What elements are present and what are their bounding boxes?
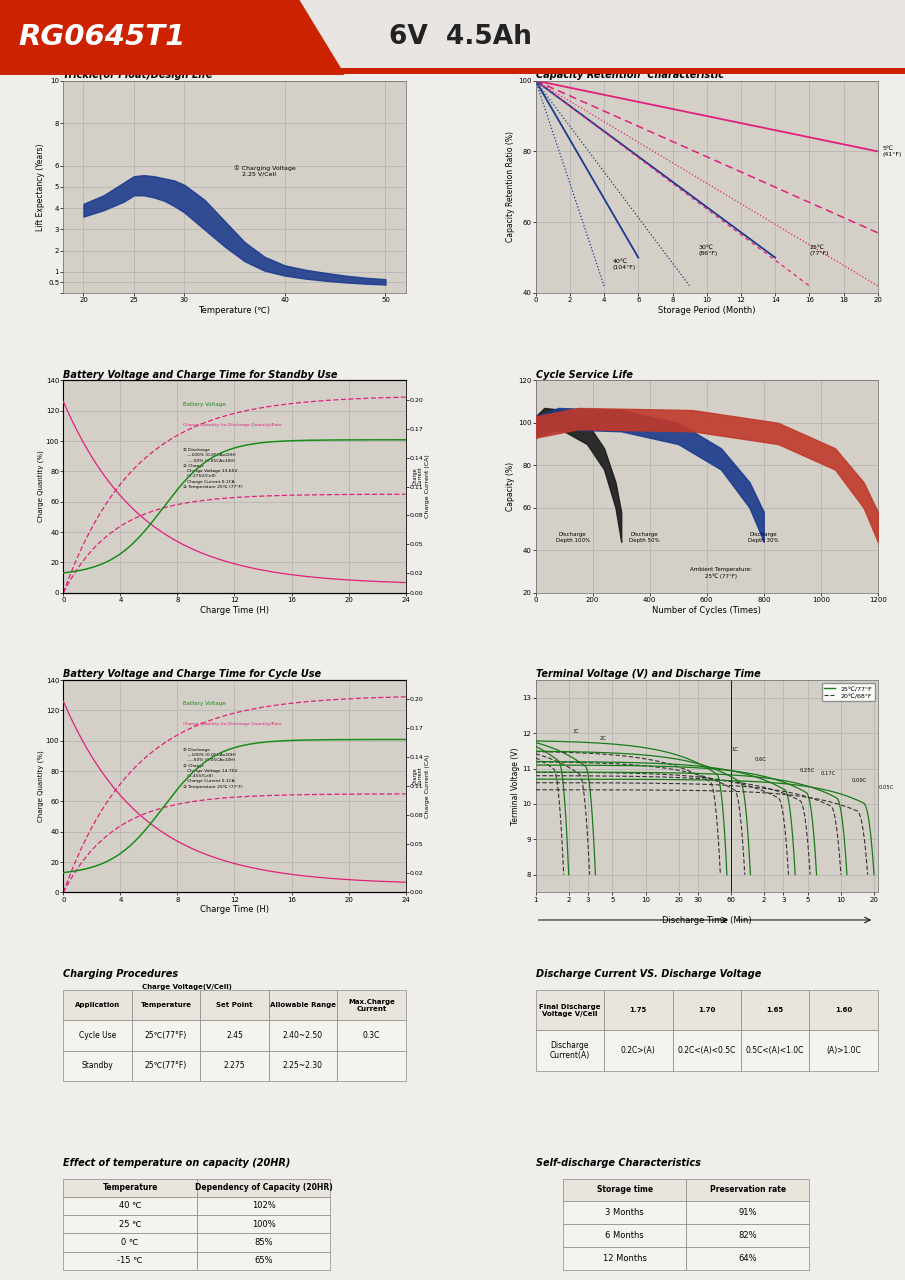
Y-axis label: Charge Quantity (%): Charge Quantity (%) <box>38 451 44 522</box>
Text: Battery Voltage: Battery Voltage <box>183 701 226 707</box>
Text: 0.25C: 0.25C <box>800 768 814 773</box>
X-axis label: Temperature (℃): Temperature (℃) <box>198 306 271 315</box>
Legend: 25℃/77°F, 20℃/68°F: 25℃/77°F, 20℃/68°F <box>822 684 875 700</box>
Text: ① Charging Voltage
    2.25 V/Cell: ① Charging Voltage 2.25 V/Cell <box>234 165 296 177</box>
Text: Discharge
Depth 50%: Discharge Depth 50% <box>629 532 660 543</box>
X-axis label: Charge Time (H): Charge Time (H) <box>200 905 269 914</box>
Text: Trickle(or Float)Design Life: Trickle(or Float)Design Life <box>63 70 213 79</box>
Y-axis label: Lift Expectancy (Years): Lift Expectancy (Years) <box>36 143 45 230</box>
Text: Charge Quantity (to-Discharge Quantity)Rate: Charge Quantity (to-Discharge Quantity)R… <box>183 422 281 426</box>
Text: Self-discharge Characteristics: Self-discharge Characteristics <box>536 1157 700 1167</box>
Text: Battery Voltage and Charge Time for Cycle Use: Battery Voltage and Charge Time for Cycl… <box>63 669 321 680</box>
Y-axis label: Capacity (%): Capacity (%) <box>506 462 515 511</box>
Text: 30℃
(86°F): 30℃ (86°F) <box>698 246 718 256</box>
Text: Discharge
Depth 30%: Discharge Depth 30% <box>748 532 779 543</box>
Text: Cycle Service Life: Cycle Service Life <box>536 370 633 380</box>
Text: Charge
Current: Charge Current <box>413 467 424 485</box>
Text: 0.05C: 0.05C <box>879 786 894 791</box>
Text: 0.17C: 0.17C <box>821 772 836 776</box>
X-axis label: Charge Time (H): Charge Time (H) <box>200 605 269 614</box>
Text: Discharge Current VS. Discharge Voltage: Discharge Current VS. Discharge Voltage <box>536 969 761 979</box>
Text: 6V  4.5Ah: 6V 4.5Ah <box>389 24 532 50</box>
Text: Charging Procedures: Charging Procedures <box>63 969 178 979</box>
Y-axis label: Charge Quantity (%): Charge Quantity (%) <box>38 750 44 822</box>
Text: 0.6C: 0.6C <box>755 758 767 762</box>
Text: Discharge
Depth 100%: Discharge Depth 100% <box>556 532 590 543</box>
Y-axis label: Terminal Voltage (V): Terminal Voltage (V) <box>510 748 519 824</box>
Y-axis label: Charge Current (CA): Charge Current (CA) <box>424 454 430 518</box>
Text: 40℃
(104°F): 40℃ (104°F) <box>613 260 636 270</box>
Text: 0.09C: 0.09C <box>852 778 867 783</box>
Text: Terminal Voltage (V) and Discharge Time: Terminal Voltage (V) and Discharge Time <box>536 669 760 680</box>
X-axis label: Number of Cycles (Times): Number of Cycles (Times) <box>653 605 761 614</box>
Text: Charge Voltage(V/Cell): Charge Voltage(V/Cell) <box>141 984 232 989</box>
Y-axis label: Charge Current (CA): Charge Current (CA) <box>424 754 430 818</box>
Text: Ambient Temperature:
25℃ (77°F): Ambient Temperature: 25℃ (77°F) <box>690 567 752 579</box>
Text: 2C: 2C <box>600 736 607 741</box>
Y-axis label: Capacity Retention Ratio (%): Capacity Retention Ratio (%) <box>506 132 515 242</box>
Text: Charge Quantity (to-Discharge Quantity)Rate: Charge Quantity (to-Discharge Quantity)R… <box>183 722 281 727</box>
Text: ① Discharge
   —100% (0.05CAx20H)
   ----50% (0.05CAx10H)
② Charge
   Charge Vol: ① Discharge —100% (0.05CAx20H) ----50% (… <box>183 448 243 489</box>
Text: Capacity Retention  Characteristic: Capacity Retention Characteristic <box>536 70 724 79</box>
Text: Effect of temperature on capacity (20HR): Effect of temperature on capacity (20HR) <box>63 1157 291 1167</box>
Text: 25℃
(77°F): 25℃ (77°F) <box>809 246 829 256</box>
Text: ① Discharge
   —100% (0.05CAx20H)
   ----50% (0.05CAx10H)
② Charge
   Charge Vol: ① Discharge —100% (0.05CAx20H) ----50% (… <box>183 748 243 788</box>
Text: 5℃
(41°F): 5℃ (41°F) <box>883 146 902 157</box>
Text: 1C: 1C <box>731 746 738 751</box>
Text: Charge
Current: Charge Current <box>413 767 424 785</box>
X-axis label: Storage Period (Month): Storage Period (Month) <box>658 306 756 315</box>
Text: 3C: 3C <box>573 728 580 733</box>
X-axis label: Discharge Time (Min): Discharge Time (Min) <box>662 916 751 925</box>
Text: Battery Voltage: Battery Voltage <box>183 402 226 407</box>
Text: RG0645T1: RG0645T1 <box>18 23 186 51</box>
Text: Battery Voltage and Charge Time for Standby Use: Battery Voltage and Charge Time for Stan… <box>63 370 338 380</box>
